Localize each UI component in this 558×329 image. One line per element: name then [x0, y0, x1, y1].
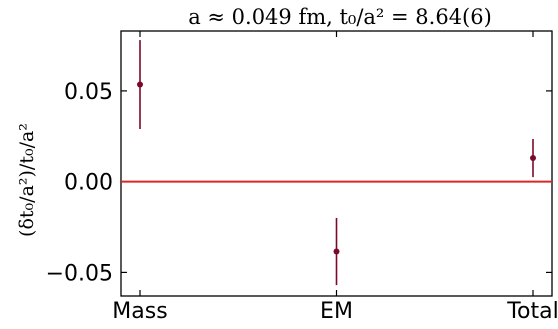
x-tick-label: Mass [112, 299, 167, 324]
y-tick-label: −0.05 [46, 261, 113, 286]
x-tick-label: Total [506, 299, 558, 324]
x-tick-label: EM [320, 299, 353, 324]
data-point [137, 81, 143, 88]
y-axis-label: (δt₀/a²)/t₀/a² [16, 123, 38, 237]
y-tick-label: 0.00 [64, 171, 113, 196]
chart-title: a ≈ 0.049 fm, t₀/a² = 8.64(6) [188, 5, 492, 29]
data-point [333, 248, 340, 255]
y-tick-label: 0.05 [64, 80, 113, 105]
data-point [530, 155, 536, 162]
plot-area: 0.05 0.00 −0.05 Mass EM Total [46, 30, 558, 324]
